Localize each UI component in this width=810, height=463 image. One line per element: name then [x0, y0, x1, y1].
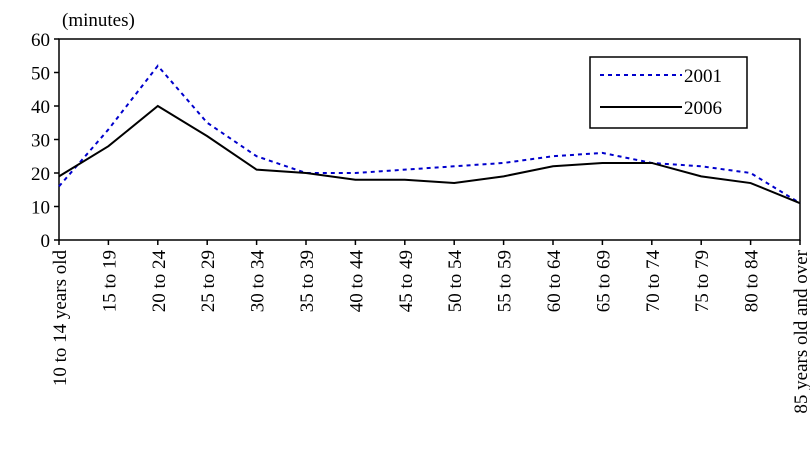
- y-tick-label: 10: [31, 198, 50, 219]
- x-tick-label: 65 to 69: [593, 250, 614, 312]
- x-tick-label: 10 to 14 years old: [50, 250, 71, 387]
- data-line: [58, 64, 801, 205]
- x-tick-label: 80 to 84: [742, 250, 763, 313]
- x-tick-label: 45 to 49: [396, 250, 417, 312]
- x-tick-label: 40 to 44: [346, 250, 367, 313]
- y-tick-label: 60: [31, 30, 50, 51]
- x-tick-label: 70 to 74: [643, 250, 664, 313]
- x-tick-label: 25 to 29: [198, 250, 219, 312]
- x-tick-label: 35 to 39: [297, 250, 318, 312]
- y-tick-label: 40: [31, 97, 50, 118]
- legend-label: 2006: [684, 98, 722, 119]
- y-tick-label: 30: [31, 131, 50, 152]
- data-line: [58, 104, 801, 205]
- x-tick-label: 55 to 59: [495, 250, 516, 312]
- x-tick-label: 30 to 34: [248, 250, 269, 313]
- x-tick-label: 75 to 79: [692, 250, 713, 312]
- x-tick-label: 20 to 24: [149, 250, 170, 313]
- legend-label: 2001: [684, 66, 722, 87]
- x-tick-label: 85 years old and over: [791, 249, 810, 413]
- y-tick-label: 0: [41, 231, 51, 252]
- x-tick-label: 50 to 54: [445, 250, 466, 313]
- legend-box: [589, 56, 748, 129]
- y-tick-label: 50: [31, 64, 50, 85]
- x-tick-label: 60 to 64: [544, 250, 565, 313]
- x-tick-label: 15 to 19: [99, 250, 120, 312]
- y-axis-label: (minutes): [62, 10, 135, 31]
- y-tick-label: 20: [31, 164, 50, 185]
